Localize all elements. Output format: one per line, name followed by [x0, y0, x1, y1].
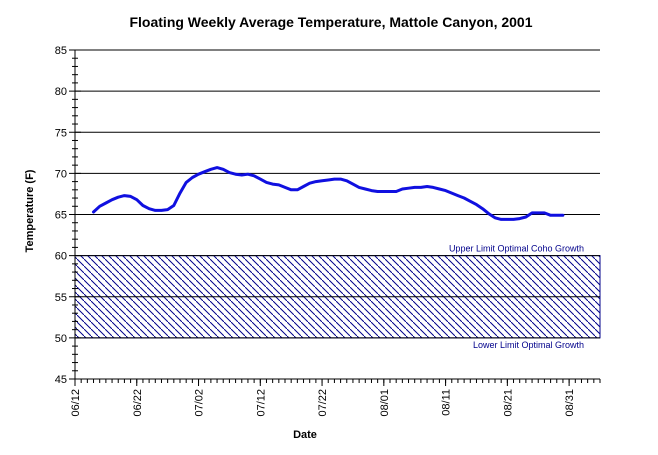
y-tick-label: 45 [55, 374, 67, 386]
y-axis-label: Temperature (F) [24, 169, 36, 252]
y-tick-label: 80 [55, 86, 67, 98]
plot-area: Upper Limit Optimal Coho Growth Lower Lim… [55, 45, 601, 417]
x-tick-label: 07/02 [194, 389, 206, 417]
x-tick-label: 07/22 [317, 389, 329, 417]
chart-title: Floating Weekly Average Temperature, Mat… [129, 14, 532, 30]
x-tick-label: 08/01 [379, 389, 391, 417]
x-tick-label: 06/12 [70, 389, 82, 417]
x-tick-label: 06/22 [132, 389, 144, 417]
y-tick-label: 60 [55, 251, 67, 263]
y-tick-label: 85 [55, 45, 67, 57]
lower-limit-label: Lower Limit Optimal Growth [473, 340, 584, 350]
upper-limit-label: Upper Limit Optimal Coho Growth [449, 244, 584, 254]
y-tick-label: 55 [55, 292, 67, 304]
temperature-line [92, 166, 565, 221]
y-tick-label: 50 [55, 333, 67, 345]
x-axis-label: Date [293, 429, 317, 441]
y-tick-label: 75 [55, 127, 67, 139]
y-tick-label: 65 [55, 210, 67, 222]
x-tick-label: 08/11 [441, 389, 453, 416]
y-tick-label: 70 [55, 168, 67, 180]
x-tick-label: 08/31 [564, 389, 576, 417]
x-tick-label: 07/12 [255, 389, 267, 417]
x-tick-label: 08/21 [502, 389, 514, 417]
